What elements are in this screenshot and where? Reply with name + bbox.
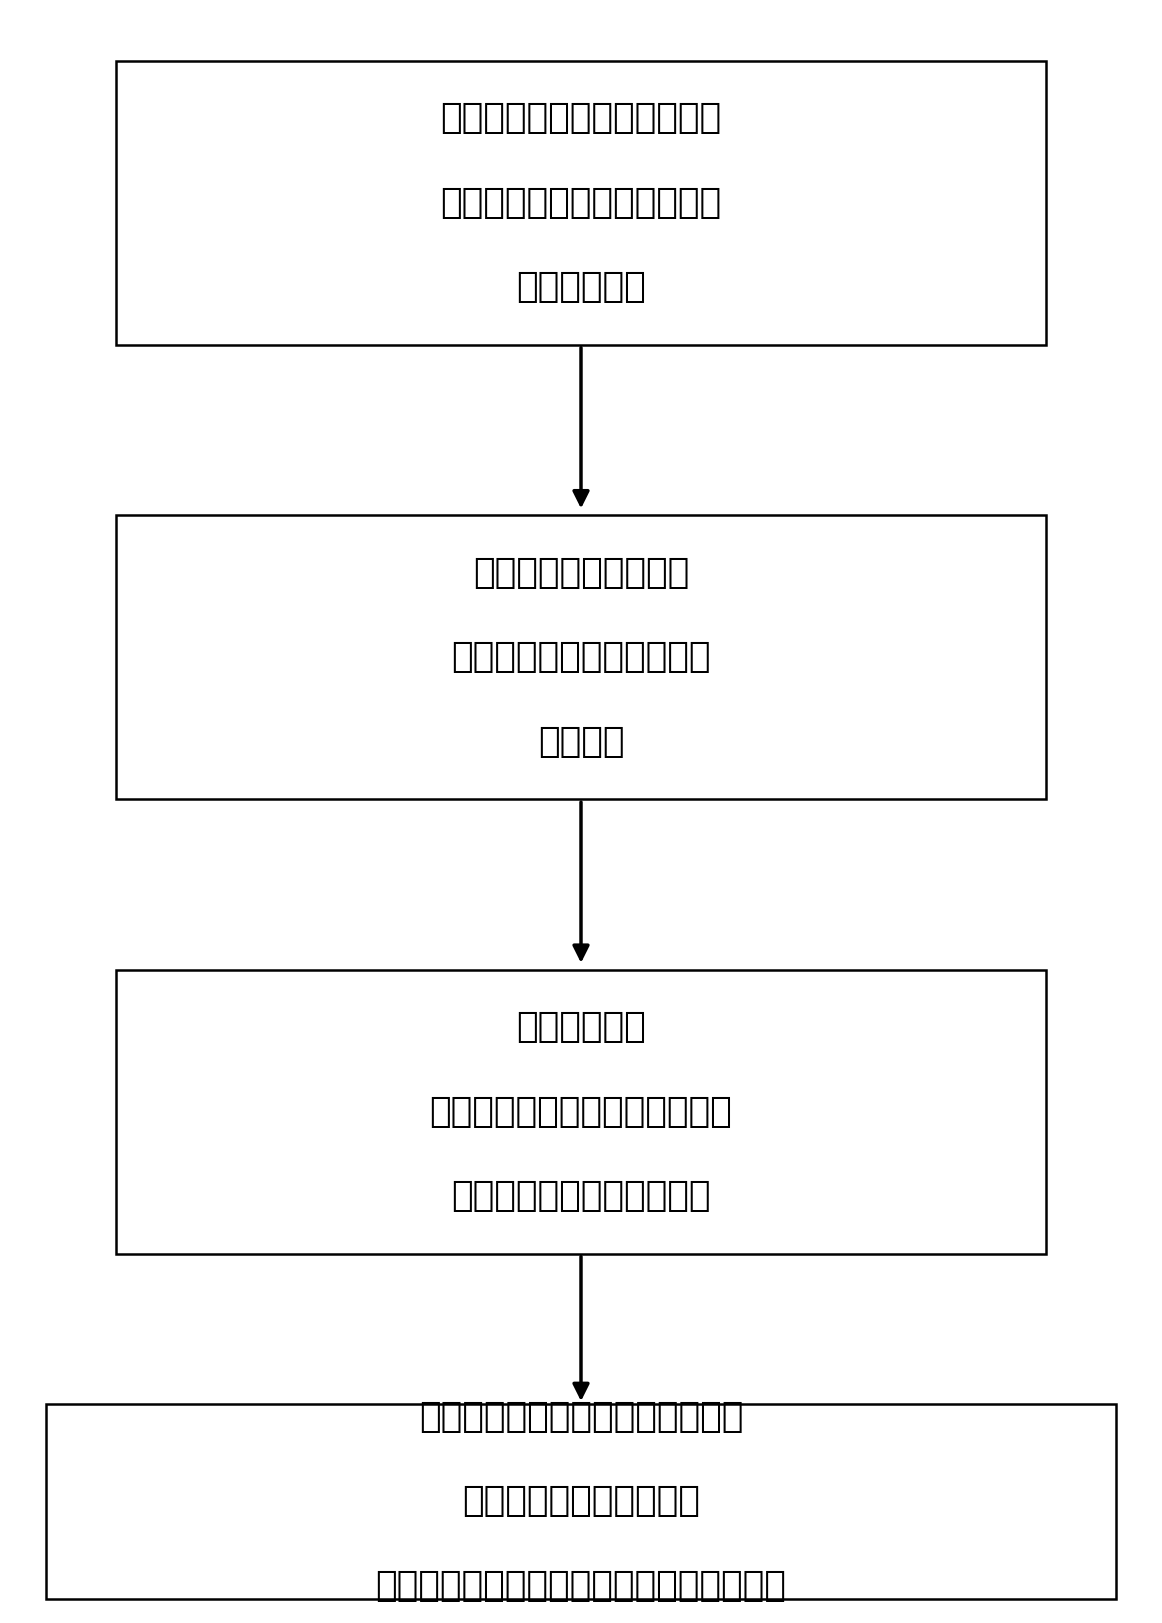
Text: 期望姿态: 期望姿态 [538,725,624,758]
Text: 构造空间机械臂末端位姿集: 构造空间机械臂末端位姿集 [451,1180,711,1212]
Text: 求解单关节故障的空间机械臂: 求解单关节故障的空间机械臂 [440,187,722,219]
Text: 获得单关节故障的空间机械臂位姿可达空间: 获得单关节故障的空间机械臂位姿可达空间 [375,1569,787,1602]
Text: 求解空间机械臂面向任务的: 求解空间机械臂面向任务的 [451,641,711,674]
FancyBboxPatch shape [46,1404,1116,1599]
FancyBboxPatch shape [116,971,1046,1253]
Text: 根据末端处于位姿集内不同位姿时: 根据末端处于位姿集内不同位姿时 [418,1401,744,1433]
Text: 空间机械臂的逆解结果，: 空间机械臂的逆解结果， [462,1485,700,1518]
Text: 退化工作空间: 退化工作空间 [516,271,646,304]
FancyBboxPatch shape [116,516,1046,800]
Text: 与退化工作空间内各散点坐标，: 与退化工作空间内各散点坐标， [430,1096,732,1128]
Text: 基于关节人为限位计算结果，: 基于关节人为限位计算结果， [440,102,722,135]
Text: 综合期望姿态: 综合期望姿态 [516,1011,646,1044]
FancyBboxPatch shape [116,62,1046,346]
Text: 构造姿态可达度指标，: 构造姿态可达度指标， [473,557,689,589]
